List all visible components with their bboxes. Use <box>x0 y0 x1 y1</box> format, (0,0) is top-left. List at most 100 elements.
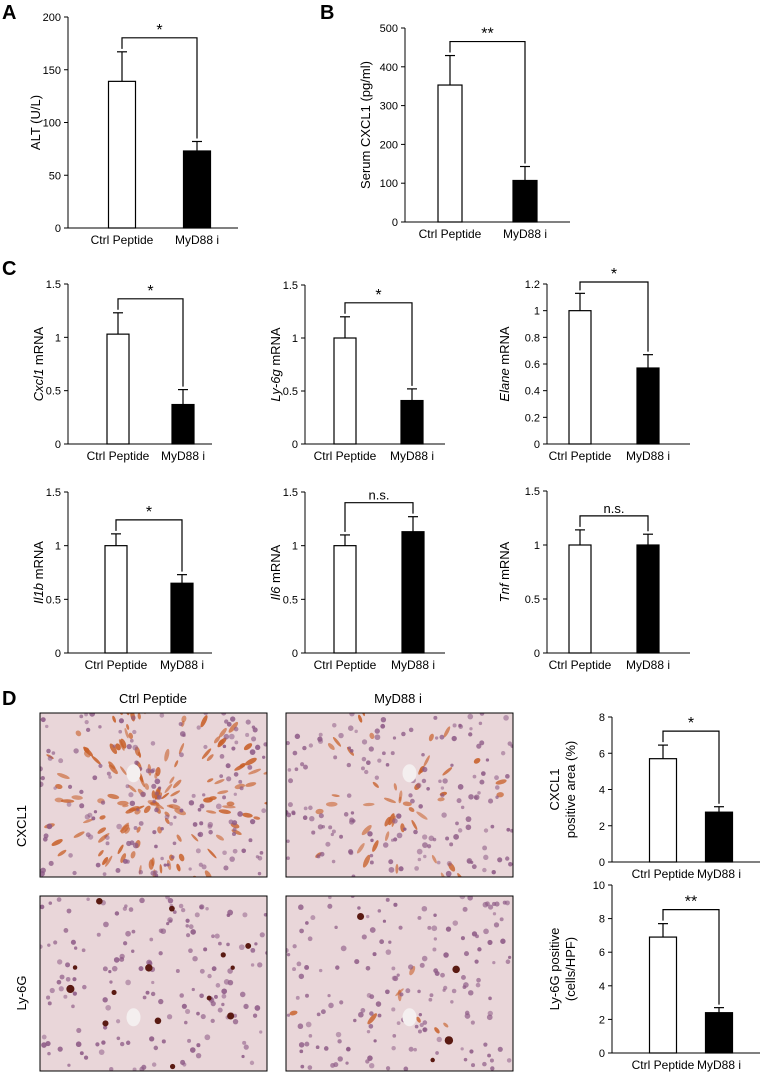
y-axis-label: (cells/HPF) <box>563 937 578 1001</box>
micrograph-frame <box>285 712 514 878</box>
significance-bracket <box>117 298 184 387</box>
significance-label: n.s. <box>369 488 390 503</box>
y-tick-label: 0.2 <box>525 412 540 424</box>
y-tick-label: 200 <box>380 139 398 151</box>
bar-myd88-i <box>512 179 538 223</box>
y-tick-label: 0.8 <box>525 332 540 344</box>
y-tick-label: 0 <box>534 439 540 451</box>
x-category-label: MyD88 i <box>503 227 547 241</box>
y-tick-label: 6 <box>599 947 605 959</box>
significance-bracket <box>344 502 414 532</box>
chart-panel-c-tnf-mrna: 0 0.5 1 1.5 Ctrl Peptide MyD88 i n.s. Tnf mRNA <box>497 486 690 672</box>
chart-panel-d-cxcl1-area: 0 2 4 6 8 Ctrl Peptide MyD88 i * CXCL1 positive a… <box>547 712 760 881</box>
micrograph-ly6g-ctrl <box>39 895 268 1072</box>
y-tick-label: 0 <box>292 648 298 660</box>
y-tick-label: 400 <box>380 62 398 74</box>
y-tick-label: 0.5 <box>46 594 61 606</box>
y-tick-label: 8 <box>599 914 605 926</box>
significance-bracket <box>662 909 720 1005</box>
bar-myd88-i <box>636 544 660 654</box>
y-tick-label: 2 <box>599 821 605 833</box>
x-category-label: MyD88 i <box>391 658 435 672</box>
y-tick-label: 8 <box>599 712 605 724</box>
significance-label: ** <box>481 26 493 43</box>
y-tick-label: 0.5 <box>283 594 298 606</box>
histology-col-label-myd88: MyD88 i <box>374 691 422 706</box>
panel-letter-c: C <box>2 258 16 280</box>
chart-panel-c-il6-mrna: 0 0.5 1 1.5 Ctrl Peptide MyD88 i n.s. Il6 mRNA <box>268 487 445 672</box>
panel-letter-a: A <box>2 2 16 24</box>
bar-myd88-i <box>182 150 212 229</box>
bar-myd88-i <box>704 1012 734 1054</box>
x-category-label: MyD88 i <box>175 233 219 247</box>
bar-ctrl-peptide <box>437 84 463 223</box>
y-tick-label: 1 <box>534 306 540 318</box>
bar-ctrl-peptide <box>106 333 130 445</box>
tissue-background <box>286 896 513 1071</box>
bar-ctrl-peptide <box>648 936 678 1054</box>
significance-label: * <box>688 715 694 732</box>
y-tick-label: 2 <box>599 1014 605 1026</box>
significance-label: * <box>156 22 162 39</box>
x-category-label: Ctrl Peptide <box>314 449 377 463</box>
x-category-label: MyD88 i <box>160 658 204 672</box>
y-tick-label: 1.5 <box>283 280 298 292</box>
y-tick-label: 150 <box>43 65 61 77</box>
x-category-label: Ctrl Peptide <box>549 449 612 463</box>
y-tick-label: 1 <box>292 541 298 553</box>
x-category-label: Ctrl Peptide <box>632 1058 695 1072</box>
y-tick-label: 100 <box>380 178 398 190</box>
significance-label: * <box>611 266 617 283</box>
micrograph-cxcl1-myd88 <box>285 712 514 878</box>
bar-myd88-i <box>400 399 424 445</box>
y-tick-label: 0.5 <box>283 386 298 398</box>
bar-ctrl-peptide <box>333 337 357 445</box>
significance-bracket <box>449 40 526 164</box>
y-axis-label: Ly-6G positive <box>547 928 562 1011</box>
y-tick-label: 1.5 <box>283 487 298 499</box>
histology-row-label-ly6g: Ly-6G <box>14 976 29 1011</box>
bar-myd88-i <box>401 531 425 654</box>
y-tick-label: 6 <box>599 748 605 760</box>
y-tick-label: 50 <box>49 170 61 182</box>
vein <box>126 764 141 783</box>
x-category-label: MyD88 i <box>697 1058 741 1072</box>
y-tick-label: 0 <box>55 223 61 235</box>
y-tick-label: 0.5 <box>46 386 61 398</box>
histology-row-label-cxcl1: CXCL1 <box>14 805 29 847</box>
y-axis-label: Ly-6g mRNA <box>268 327 283 402</box>
x-category-label: Ctrl Peptide <box>314 658 377 672</box>
y-tick-label: 1.5 <box>46 487 61 499</box>
x-category-label: MyD88 i <box>626 658 670 672</box>
y-tick-label: 100 <box>43 118 61 130</box>
significance-bracket <box>579 515 649 532</box>
histology-col-label-ctrl: Ctrl Peptide <box>119 691 187 706</box>
y-tick-label: 1.5 <box>525 486 540 498</box>
micrograph-cxcl1-ctrl <box>39 712 268 878</box>
y-axis-label: Il1b mRNA <box>31 541 46 604</box>
bar-myd88-i <box>171 403 195 445</box>
x-category-label: Ctrl Peptide <box>419 227 482 241</box>
y-axis-label: Serum CXCL1 (pg/ml) <box>358 61 373 189</box>
bar-ctrl-peptide <box>568 310 592 445</box>
chart-panel-a-alt: 0 50 100 150 200 Ctrl Peptide MyD88 i * ALT (U/L… <box>28 12 238 247</box>
x-category-label: Ctrl Peptide <box>91 233 154 247</box>
y-tick-label: 0.4 <box>525 386 540 398</box>
panel-letter-d: D <box>2 688 16 710</box>
bar-myd88-i <box>170 582 194 654</box>
vein <box>126 1008 141 1027</box>
significance-label: n.s. <box>604 501 625 516</box>
y-tick-label: 4 <box>599 981 605 993</box>
panel-letter-b: B <box>320 2 334 24</box>
y-tick-label: 0 <box>292 439 298 451</box>
y-tick-label: 1 <box>292 333 298 345</box>
micrograph-ly6g-myd88 <box>285 895 514 1072</box>
y-tick-label: 500 <box>380 23 398 35</box>
y-axis-label: Tnf mRNA <box>497 541 512 602</box>
y-axis-label: Cxcl1 mRNA <box>31 326 46 401</box>
significance-bracket <box>121 37 198 139</box>
bar-ctrl-peptide <box>568 544 592 654</box>
y-axis-label: positive area (%) <box>563 741 578 839</box>
y-tick-label: 1 <box>55 541 61 553</box>
y-tick-label: 1.5 <box>46 279 61 291</box>
